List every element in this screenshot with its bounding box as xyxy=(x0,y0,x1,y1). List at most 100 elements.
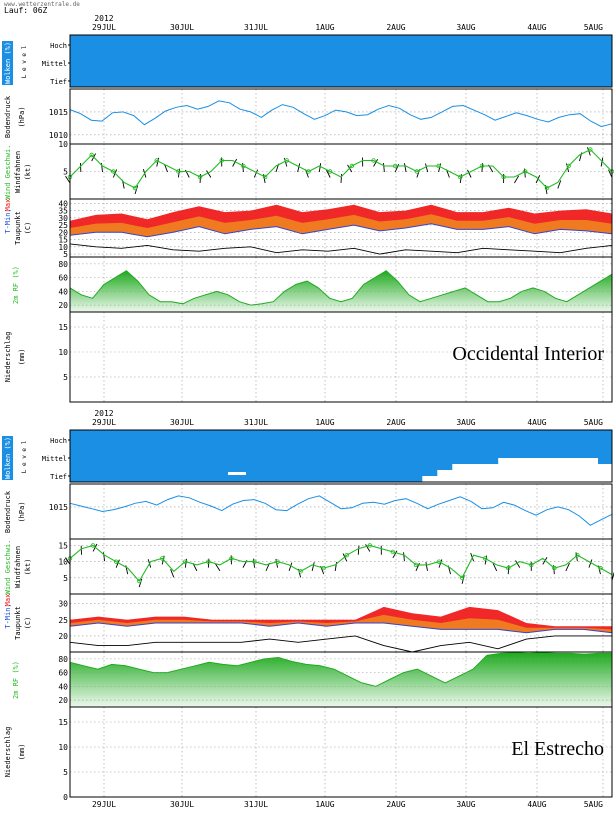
cloud-level-label: Tief xyxy=(50,78,67,86)
date-tick-label: 29JUL xyxy=(92,800,116,809)
date-tick-label: 4AUG xyxy=(527,800,546,809)
wind-speed-point xyxy=(523,169,528,174)
run-label: Lauf: 06Z xyxy=(4,6,48,15)
wind-barb xyxy=(206,170,212,178)
pressure-unit: (hPa) xyxy=(18,106,26,127)
wind-barb xyxy=(311,562,315,571)
wind-barb xyxy=(134,185,139,195)
date-tick-label: 31JUL xyxy=(244,418,268,427)
wind-barb xyxy=(340,174,343,184)
date-tick-label: 29JUL xyxy=(92,23,116,32)
rh-tick-label: 40 xyxy=(58,287,68,296)
precip-unit: (mm) xyxy=(18,744,26,761)
wind-barb xyxy=(373,158,379,167)
wind-barb xyxy=(425,163,429,173)
wind-speed-line xyxy=(69,148,613,189)
wind-barb xyxy=(288,562,293,572)
temperature-tick-label: 5 xyxy=(63,250,68,259)
date-tick-label: 5AUG xyxy=(584,418,603,427)
temperature-tick-label: 40 xyxy=(58,199,68,208)
wind-speed-point xyxy=(113,559,119,564)
rh-tick-label: 80 xyxy=(58,260,68,269)
pressure-line xyxy=(69,100,613,128)
pressure-tick-label: 1015 xyxy=(49,108,68,117)
year-label: 2012 xyxy=(94,409,113,418)
wind-barb xyxy=(103,552,106,562)
cloud-level-label: Tief xyxy=(50,473,67,481)
wind-barb xyxy=(192,563,198,572)
wind-tick-label: 5 xyxy=(63,574,68,583)
wind-speed-point xyxy=(111,169,116,174)
pressure-unit: (hPa) xyxy=(18,501,26,522)
wind-barb xyxy=(115,559,120,568)
wind-speed-point xyxy=(321,565,326,571)
precip-tick-label: 10 xyxy=(58,348,68,357)
temperature-tick-label: 15 xyxy=(58,236,68,245)
wind-speed-point xyxy=(327,169,333,174)
rh-tick-label: 40 xyxy=(58,682,68,691)
temperature-min-line xyxy=(69,622,613,634)
rh-area xyxy=(70,652,612,707)
wind-speed-point xyxy=(349,163,355,169)
wind-title: Wind Geschwi. xyxy=(4,145,12,200)
wind-barb xyxy=(565,562,570,572)
precip-title: Niederschlag xyxy=(4,727,12,778)
temperature-dewpoint-label: Taupunkt xyxy=(14,211,22,245)
precip-unit: (mm) xyxy=(18,349,26,366)
wind-speed-point xyxy=(132,185,138,191)
cloud-title-box xyxy=(2,436,13,480)
location-name: El Estrecho xyxy=(511,738,604,760)
date-tick-label: 2AUG xyxy=(386,418,405,427)
wind-speed-point xyxy=(89,152,94,158)
date-tick-label: 1AUG xyxy=(315,800,334,809)
wind-speed-point xyxy=(262,174,268,180)
date-tick-label: 5AUG xyxy=(584,800,603,809)
cloud-gap-low xyxy=(422,458,612,482)
wind-speed-point xyxy=(436,163,441,169)
date-tick-label: 31JUL xyxy=(244,800,268,809)
wind-barb xyxy=(297,163,301,173)
panel-frame xyxy=(69,311,613,403)
date-tick-label: 4AUG xyxy=(527,418,546,427)
pressure-title: Bodendruck xyxy=(4,490,12,533)
wind-speed-point xyxy=(252,559,257,564)
precip-tick-label: 5 xyxy=(63,373,68,382)
cloud-title: Wolken (%) xyxy=(4,42,12,84)
rh-tick-label: 60 xyxy=(58,274,68,283)
wind-speed-point xyxy=(544,185,550,191)
location-name: Occidental Interior xyxy=(452,343,604,365)
dewpoint-line xyxy=(69,243,613,255)
temperature-tick-label: 30 xyxy=(58,600,68,609)
wind-speed-point xyxy=(367,543,373,548)
wind-unit: (kt) xyxy=(24,164,32,181)
temperature-tick-label: 25 xyxy=(58,221,68,230)
rh-line xyxy=(69,270,613,306)
wind-speed-point xyxy=(479,163,485,169)
cloud-level-label: Hoch xyxy=(50,42,67,50)
temperature-dewpoint-label: Taupunkt xyxy=(14,606,22,640)
wind-speed-point xyxy=(160,556,165,561)
panel-frame xyxy=(69,34,613,88)
temperature-title-max: Max xyxy=(4,199,12,212)
panel-frame xyxy=(69,706,613,798)
pressure-tick-label: 1015 xyxy=(49,503,68,512)
wind-barb xyxy=(65,557,71,565)
wind-speed-point xyxy=(306,169,311,174)
date-tick-label: 30JUL xyxy=(170,800,194,809)
wind-speed-point xyxy=(529,562,534,568)
temperature-tick-label: 20 xyxy=(58,228,68,237)
cloud-level-sub: L e v e l xyxy=(21,440,28,473)
year-label: 2012 xyxy=(94,14,113,23)
date-tick-label: 5AUG xyxy=(584,23,603,32)
wind-speed-point xyxy=(436,559,442,564)
cloud-level-label: Hoch xyxy=(50,437,67,445)
precip-tick-label: 5 xyxy=(63,768,68,777)
date-tick-label: 31JUL xyxy=(244,23,268,32)
wind-barb xyxy=(514,175,520,184)
wind-speed-point xyxy=(598,565,603,571)
wind-speed-point xyxy=(183,559,188,564)
wind-barb xyxy=(253,169,259,178)
temperature-title-max: Max xyxy=(4,594,12,607)
wind-barb xyxy=(425,562,428,571)
